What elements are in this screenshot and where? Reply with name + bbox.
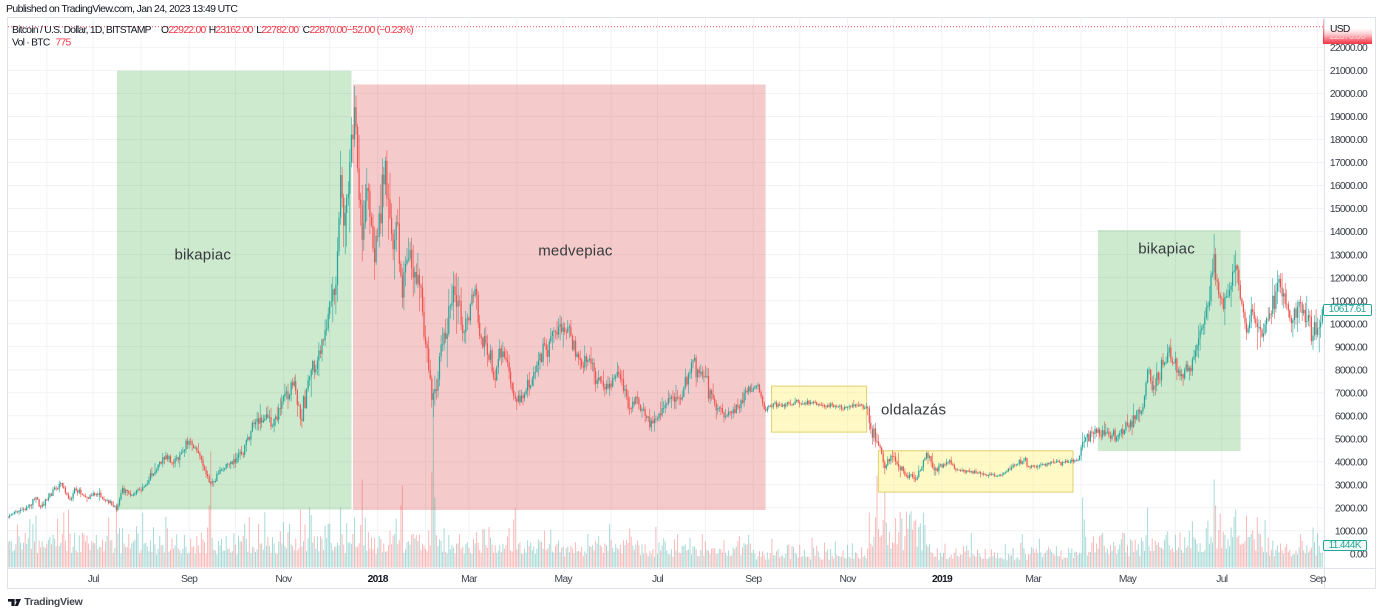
svg-text:775: 775 — [56, 37, 72, 48]
svg-text:Sep: Sep — [181, 574, 198, 585]
svg-text:bikapiac: bikapiac — [1138, 240, 1195, 257]
svg-text:3000.00: 3000.00 — [1335, 480, 1368, 491]
svg-text:May: May — [1119, 574, 1138, 585]
svg-text:Mar: Mar — [461, 574, 478, 585]
svg-text:O22922.00: O22922.00 — [161, 25, 206, 36]
svg-text:11000.00: 11000.00 — [1331, 296, 1368, 307]
svg-text:Vol · BTC: Vol · BTC — [12, 37, 51, 48]
svg-text:Nov: Nov — [840, 574, 858, 585]
svg-text:0.00: 0.00 — [1350, 550, 1368, 561]
svg-text:Jul: Jul — [88, 574, 99, 585]
svg-text:Bitcoin / U.S. Dollar, 1D, BIT: Bitcoin / U.S. Dollar, 1D, BITSTAMP — [12, 25, 152, 36]
svg-text:22000.00: 22000.00 — [1330, 43, 1368, 54]
svg-text:9000.00: 9000.00 — [1335, 342, 1368, 353]
svg-text:L22782.00: L22782.00 — [256, 25, 299, 36]
svg-text:2000.00: 2000.00 — [1335, 504, 1368, 515]
svg-text:5000.00: 5000.00 — [1335, 434, 1368, 445]
svg-text:Mar: Mar — [1025, 574, 1042, 585]
svg-text:18000.00: 18000.00 — [1330, 135, 1368, 146]
svg-text:6000.00: 6000.00 — [1335, 411, 1368, 422]
svg-text:1000.00: 1000.00 — [1335, 527, 1368, 538]
svg-text:Sep: Sep — [1310, 574, 1327, 585]
svg-text:Jul: Jul — [1216, 574, 1227, 585]
svg-text:19000.00: 19000.00 — [1330, 112, 1368, 123]
svg-text:20000.00: 20000.00 — [1330, 89, 1368, 100]
svg-text:17000.00: 17000.00 — [1330, 158, 1368, 169]
svg-text:H23162.00: H23162.00 — [209, 25, 254, 36]
svg-text:C22870.00: C22870.00 — [303, 25, 348, 36]
svg-text:21000.00: 21000.00 — [1330, 66, 1368, 77]
svg-text:8000.00: 8000.00 — [1335, 365, 1368, 376]
svg-text:medvepiac: medvepiac — [538, 243, 613, 260]
svg-text:10000.00: 10000.00 — [1330, 319, 1368, 330]
svg-text:−52.00 (−0.23%): −52.00 (−0.23%) — [347, 25, 413, 36]
svg-text:oldalazás: oldalazás — [881, 402, 946, 419]
svg-text:7000.00: 7000.00 — [1335, 388, 1368, 399]
svg-text:15000.00: 15000.00 — [1330, 204, 1368, 215]
svg-text:Sep: Sep — [745, 574, 762, 585]
svg-text:16000.00: 16000.00 — [1330, 181, 1368, 192]
svg-text:4000.00: 4000.00 — [1335, 457, 1368, 468]
svg-text:14000.00: 14000.00 — [1330, 227, 1368, 238]
svg-text:13000.00: 13000.00 — [1330, 250, 1368, 261]
svg-text:2019: 2019 — [932, 574, 953, 585]
svg-text:bikapiac: bikapiac — [174, 247, 231, 264]
svg-text:Nov: Nov — [275, 574, 293, 585]
svg-text:Jul: Jul — [652, 574, 663, 585]
svg-text:12000.00: 12000.00 — [1330, 273, 1368, 284]
svg-text:2018: 2018 — [368, 574, 389, 585]
svg-text:May: May — [555, 574, 574, 585]
